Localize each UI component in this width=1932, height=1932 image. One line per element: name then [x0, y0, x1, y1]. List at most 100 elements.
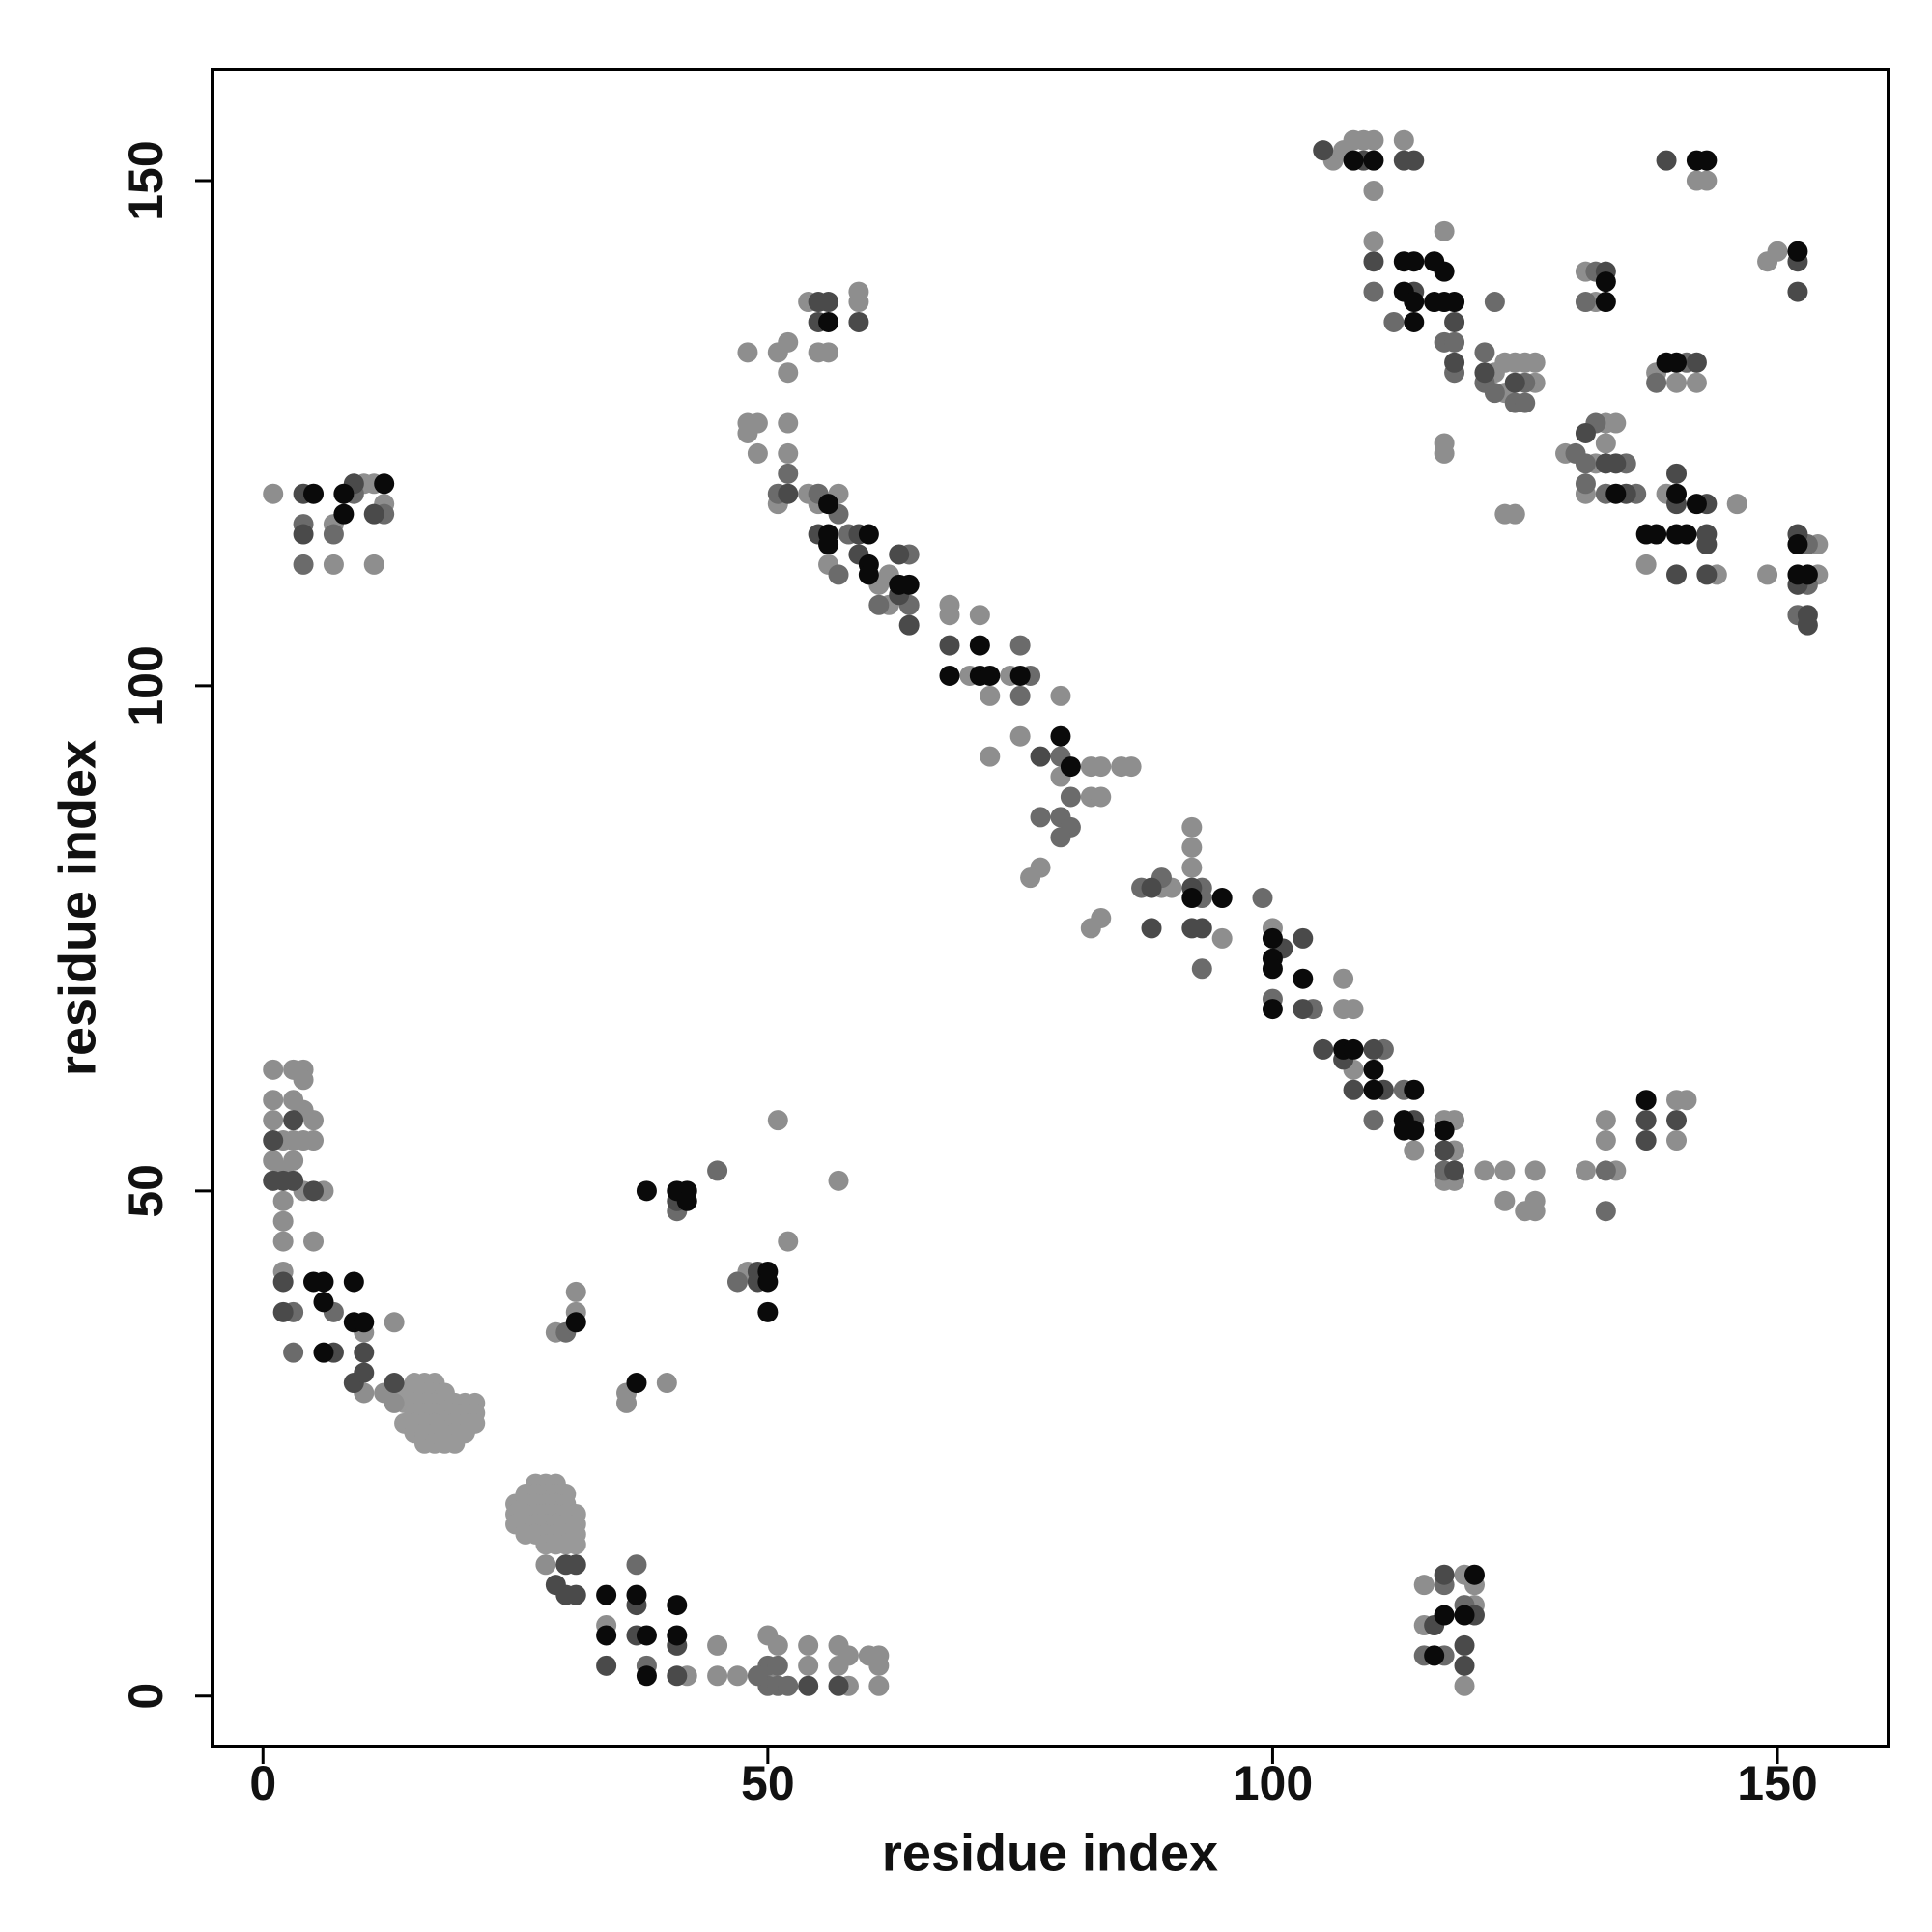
point: [1293, 927, 1314, 949]
point: [263, 483, 284, 504]
y-tick-label: 100: [119, 645, 173, 725]
point: [939, 635, 960, 656]
point: [636, 1625, 657, 1646]
point: [1575, 292, 1596, 313]
point: [1696, 150, 1718, 171]
point: [1515, 392, 1536, 413]
point: [1363, 281, 1384, 302]
point: [798, 1634, 819, 1656]
x-tick-label: 100: [1233, 1756, 1313, 1810]
point: [1181, 816, 1203, 838]
point: [354, 1342, 375, 1363]
point: [1595, 1160, 1616, 1181]
y-tick-label: 0: [119, 1683, 173, 1710]
point: [1091, 786, 1112, 808]
point: [1524, 1160, 1546, 1181]
point: [565, 1554, 586, 1576]
point: [283, 1342, 304, 1363]
point: [1605, 483, 1627, 504]
point: [1404, 1140, 1425, 1161]
point: [707, 1160, 728, 1181]
point: [1383, 311, 1405, 332]
point: [778, 1675, 799, 1696]
point: [1141, 918, 1162, 939]
point: [707, 1665, 728, 1687]
point: [1787, 241, 1808, 262]
point: [1575, 1160, 1596, 1181]
point: [1666, 372, 1688, 393]
point: [1191, 918, 1212, 939]
point: [1434, 1564, 1455, 1585]
point: [1757, 564, 1778, 585]
point: [363, 554, 384, 575]
point: [303, 1110, 325, 1131]
point: [616, 1392, 638, 1413]
point: [1333, 968, 1354, 989]
point: [1434, 220, 1455, 242]
point: [384, 1312, 405, 1333]
point: [1181, 857, 1203, 878]
point: [626, 1584, 647, 1605]
point: [767, 1655, 788, 1676]
point: [1363, 129, 1384, 151]
point: [1444, 352, 1465, 373]
point: [1696, 564, 1718, 585]
point: [1424, 1645, 1445, 1666]
point: [1444, 331, 1465, 353]
point: [1454, 1634, 1475, 1656]
point: [838, 1645, 859, 1666]
point: [737, 422, 758, 443]
point: [636, 1665, 657, 1687]
point: [1595, 292, 1616, 313]
x-tick-label: 50: [741, 1756, 795, 1810]
point: [818, 534, 839, 555]
point: [676, 1190, 697, 1211]
point: [1363, 1110, 1384, 1131]
point: [1050, 685, 1071, 706]
point: [1252, 888, 1273, 909]
point: [1141, 877, 1162, 898]
point: [868, 1675, 890, 1696]
point: [1635, 554, 1657, 575]
axes: 0 50 100 150 0 50 100 150: [119, 140, 1818, 1810]
point: [818, 342, 839, 363]
point: [939, 665, 960, 686]
point: [1009, 685, 1031, 706]
point: [1343, 999, 1364, 1020]
point: [1666, 463, 1688, 484]
point: [1696, 534, 1718, 555]
point: [656, 1373, 677, 1394]
point: [1575, 473, 1596, 495]
point: [980, 685, 1001, 706]
point: [1121, 756, 1142, 778]
point: [778, 362, 799, 384]
point: [354, 1362, 375, 1383]
point: [626, 1373, 647, 1394]
point: [1363, 1079, 1384, 1100]
point: [1343, 1079, 1364, 1100]
point: [1393, 129, 1414, 151]
point: [1696, 170, 1718, 191]
point: [767, 1110, 788, 1131]
point: [1504, 372, 1525, 393]
point: [1635, 1110, 1657, 1131]
point: [1595, 1130, 1616, 1151]
point: [667, 1595, 688, 1616]
point: [1454, 1675, 1475, 1696]
point: [1686, 352, 1707, 373]
point: [1656, 150, 1677, 171]
point: [1454, 1605, 1475, 1626]
point: [1494, 1190, 1516, 1211]
point: [1181, 888, 1203, 909]
point: [272, 1210, 294, 1232]
point: [1787, 281, 1808, 302]
point: [1434, 1120, 1455, 1141]
point: [293, 524, 314, 545]
point: [778, 331, 799, 353]
point: [1463, 1564, 1485, 1585]
point: [293, 1069, 314, 1091]
point: [969, 605, 990, 626]
point: [323, 554, 344, 575]
point: [1363, 180, 1384, 201]
